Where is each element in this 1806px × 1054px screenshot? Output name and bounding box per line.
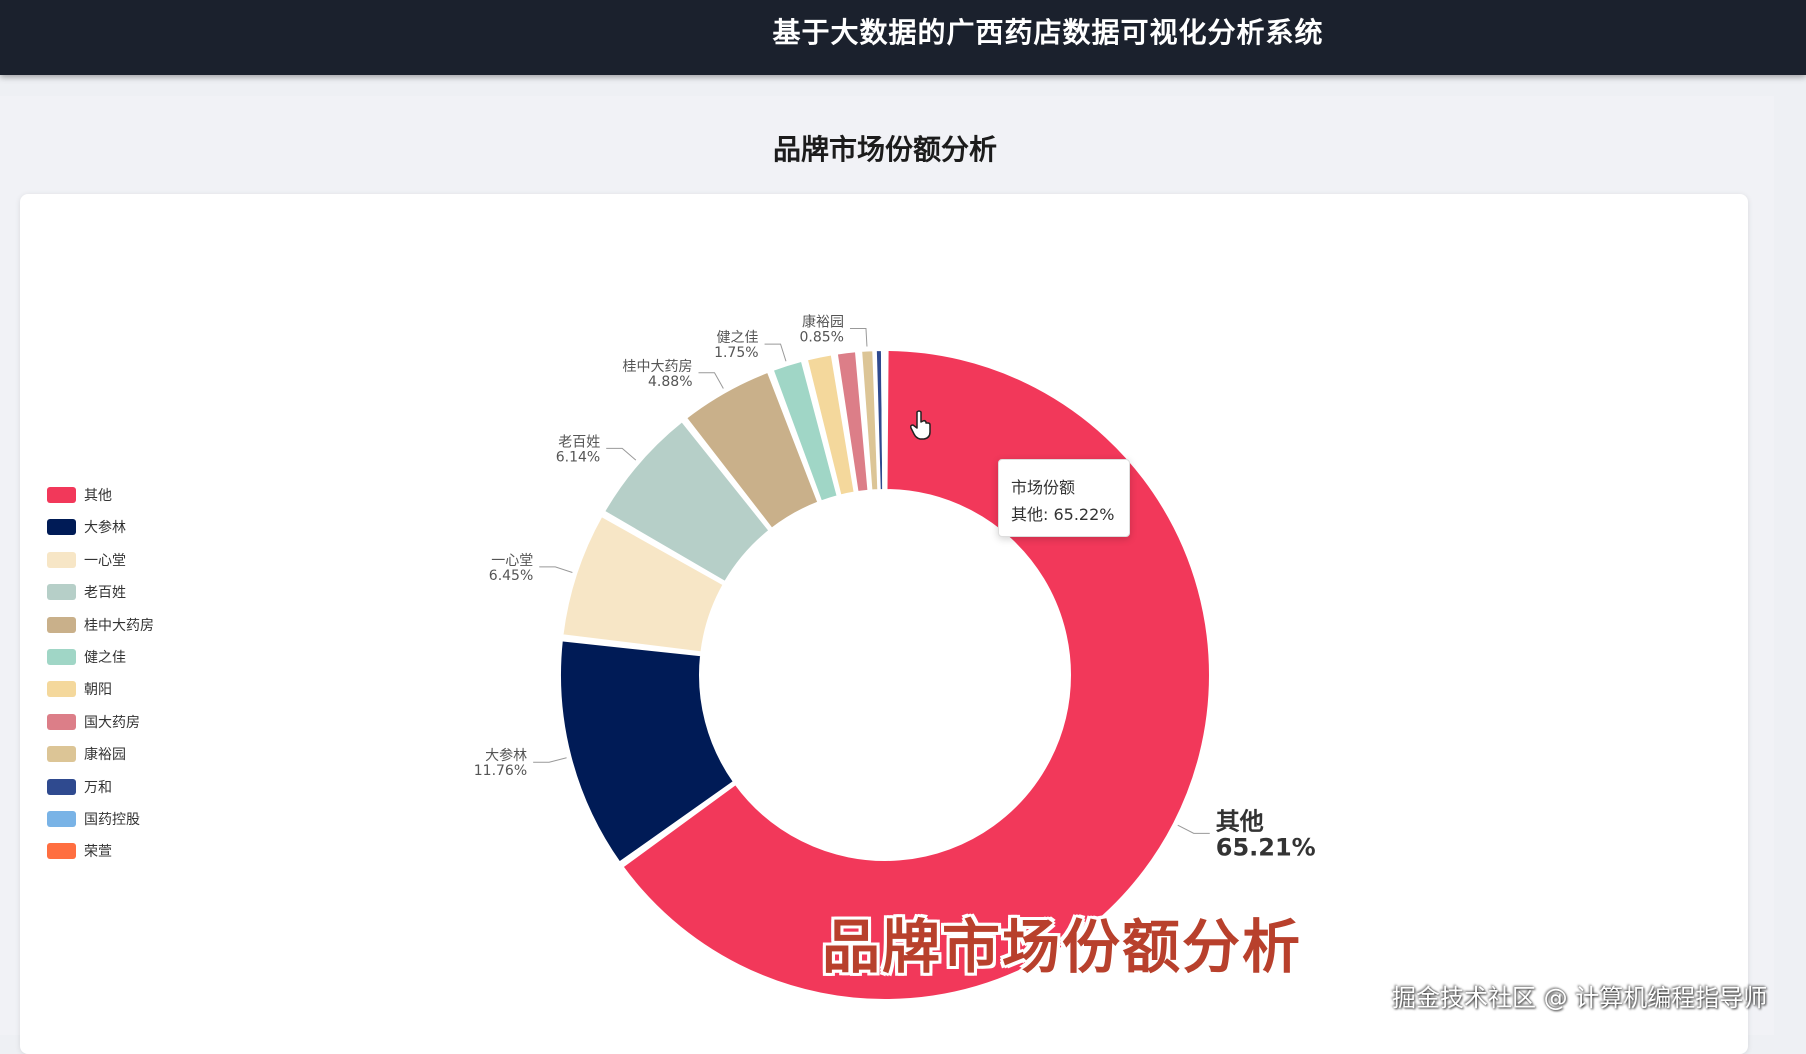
tooltip-value: 其他: 65.22% xyxy=(1011,505,1115,524)
legend-label: 国大药房 xyxy=(84,714,140,731)
slice-label-value: 65.21% xyxy=(1216,833,1316,861)
label-leader-line xyxy=(606,447,637,461)
slice-label-value: 4.88% xyxy=(648,374,692,390)
slice-2[interactable] xyxy=(561,515,725,654)
slice-8[interactable] xyxy=(860,349,880,492)
legend-label: 荣萱 xyxy=(84,844,112,861)
label-leader-line xyxy=(849,328,868,347)
legend-label: 康裕园 xyxy=(84,747,126,764)
legend-label: 老百姓 xyxy=(84,585,126,602)
legend-swatch xyxy=(47,811,76,827)
legend-swatch xyxy=(47,778,76,795)
legend-swatch xyxy=(47,746,76,763)
legend-swatch xyxy=(47,519,76,536)
legend-item[interactable]: 大参林 xyxy=(47,517,126,537)
slice-6[interactable] xyxy=(805,353,856,497)
slice-11[interactable] xyxy=(882,349,886,492)
slice-label-name: 健之佳 xyxy=(717,330,759,346)
legend-item[interactable]: 国大药房 xyxy=(47,712,140,732)
slice-label-name: 大参林 xyxy=(485,747,527,764)
slice-label-value: 0.85% xyxy=(799,330,843,346)
legend-item[interactable]: 万和 xyxy=(47,777,112,797)
legend-swatch xyxy=(47,551,76,568)
legend-swatch xyxy=(47,616,76,633)
label-leader-line xyxy=(698,372,724,389)
slice-label-name: 其他 xyxy=(1216,807,1264,835)
slice-label-name: 桂中大药房 xyxy=(623,359,693,375)
legend-item[interactable]: 康裕园 xyxy=(47,744,126,764)
watermark: 掘金技术社区 @ 计算机编程指导师 xyxy=(1392,984,1768,1012)
legend-swatch xyxy=(47,649,76,665)
legend-label: 桂中大药房 xyxy=(84,617,154,634)
chart-tooltip: 市场份额 其他: 65.22% xyxy=(998,459,1130,537)
label-leader-line xyxy=(764,343,787,362)
label-leader-line xyxy=(533,757,567,763)
legend-label: 健之佳 xyxy=(84,650,126,666)
slice-4[interactable] xyxy=(685,370,820,530)
slice-1[interactable] xyxy=(559,639,735,864)
legend-label: 万和 xyxy=(84,779,112,796)
slice-label-value: 6.14% xyxy=(556,449,600,465)
overlay-caption: 品牌市场份额分析 xyxy=(822,913,1303,981)
slice-label-name: 老百姓 xyxy=(558,434,600,450)
legend-item[interactable]: 荣萱 xyxy=(47,841,112,861)
slice-7[interactable] xyxy=(835,350,870,494)
legend-label: 国药控股 xyxy=(84,812,140,828)
slice-label-value: 11.76% xyxy=(474,763,527,779)
label-leader-line xyxy=(539,566,573,573)
legend-item[interactable]: 朝阳 xyxy=(47,679,112,699)
slice-label-value: 6.45% xyxy=(489,568,533,584)
legend-item[interactable]: 健之佳 xyxy=(47,647,126,667)
legend-item[interactable]: 老百姓 xyxy=(47,582,126,602)
legend-item[interactable]: 其他 xyxy=(47,485,112,505)
legend-item[interactable]: 一心堂 xyxy=(47,550,126,570)
legend-label: 朝阳 xyxy=(84,682,112,699)
slice-3[interactable] xyxy=(603,420,771,583)
slice-label-name: 康裕园 xyxy=(802,314,844,331)
section-title: 品牌市场份额分析 xyxy=(772,133,997,166)
legend-swatch xyxy=(47,843,76,860)
label-leader-line xyxy=(1177,824,1210,834)
slice-5[interactable] xyxy=(771,359,839,503)
legend-swatch xyxy=(47,584,76,601)
legend-swatch xyxy=(47,681,76,698)
legend-item[interactable]: 国药控股 xyxy=(47,809,140,829)
legend-label: 其他 xyxy=(84,488,112,504)
legend-label: 大参林 xyxy=(84,520,126,537)
slice-label-value: 1.75% xyxy=(714,345,758,361)
legend-swatch xyxy=(47,713,76,730)
legend-swatch xyxy=(47,487,76,503)
hand-cursor-icon xyxy=(910,410,931,440)
legend-item[interactable]: 桂中大药房 xyxy=(47,615,154,635)
app-title: 基于大数据的广西药店数据可视化分析系统 xyxy=(772,16,1324,49)
tooltip-title: 市场份额 xyxy=(1011,478,1076,497)
legend-label: 一心堂 xyxy=(84,552,126,569)
app-header: 基于大数据的广西药店数据可视化分析系统 xyxy=(0,0,1806,75)
slice-label-name: 一心堂 xyxy=(491,553,533,569)
